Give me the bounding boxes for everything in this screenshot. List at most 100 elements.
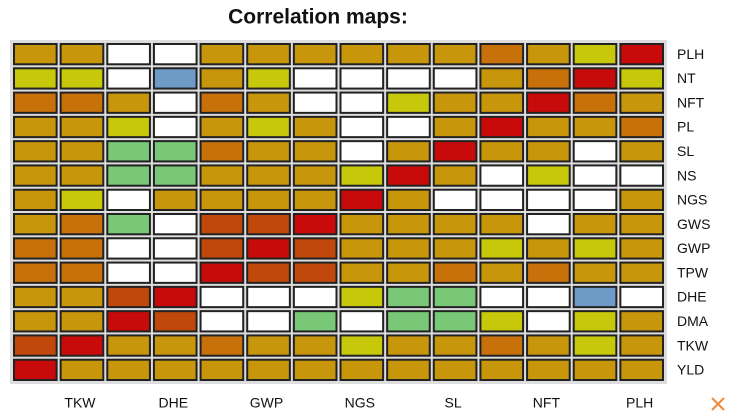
heatmap-cell	[572, 67, 618, 90]
heatmap-cell	[13, 285, 58, 309]
heatmap-cell	[106, 43, 151, 66]
heatmap-cell	[106, 91, 151, 114]
heatmap-cell	[106, 164, 151, 187]
heatmap-cell	[619, 285, 664, 309]
heatmap-cell	[386, 164, 431, 187]
heatmap-cell	[479, 237, 525, 260]
heatmap-cell	[386, 261, 431, 284]
heatmap-cell	[386, 140, 431, 163]
heatmap-cell	[199, 285, 245, 309]
heatmap-cell	[526, 213, 571, 236]
heatmap-cell	[572, 334, 618, 357]
heatmap-cell	[152, 310, 198, 333]
heatmap-cell	[339, 358, 385, 382]
heatmap-cell	[572, 188, 618, 211]
heatmap-cell	[59, 358, 105, 382]
x-tick-label: TKW	[64, 395, 96, 411]
y-tick-label: YLD	[677, 362, 704, 378]
heatmap-cell	[572, 285, 618, 309]
heatmap-cell	[479, 310, 525, 333]
heatmap-cell	[619, 334, 664, 357]
heatmap-cell	[339, 140, 385, 163]
heatmap-cell	[106, 334, 151, 357]
heatmap-cell	[619, 140, 664, 163]
heatmap-cell	[526, 91, 571, 114]
heatmap-cell	[432, 67, 478, 90]
close-icon[interactable]	[711, 397, 725, 411]
heatmap-cell	[526, 334, 571, 357]
heatmap-cell	[619, 237, 664, 260]
x-tick-label: GWP	[250, 395, 283, 411]
heatmap-cell	[199, 43, 245, 66]
heatmap-cell	[246, 188, 291, 211]
heatmap-cell	[432, 358, 478, 382]
heatmap-cell	[59, 43, 105, 66]
heatmap-cell	[619, 67, 664, 90]
heatmap-cell	[246, 334, 291, 357]
heatmap-cell	[479, 188, 525, 211]
heatmap-cell	[152, 358, 198, 382]
heatmap-cell	[339, 164, 385, 187]
heatmap-cell	[59, 310, 105, 333]
heatmap-cell	[432, 43, 478, 66]
heatmap-cell	[526, 67, 571, 90]
heatmap-cell	[526, 285, 571, 309]
heatmap-cell	[59, 213, 105, 236]
heatmap-cell	[619, 358, 664, 382]
heatmap-cell	[59, 164, 105, 187]
heatmap-cell	[432, 188, 478, 211]
heatmap-cell	[246, 91, 291, 114]
heatmap-cell	[479, 91, 525, 114]
heatmap-cell	[199, 310, 245, 333]
heatmap-cell	[199, 188, 245, 211]
heatmap-cell	[619, 164, 664, 187]
heatmap-cell	[152, 43, 198, 66]
heatmap-cell	[339, 334, 385, 357]
x-tick-label: SL	[445, 395, 462, 411]
heatmap-cell	[152, 91, 198, 114]
heatmap-cell	[13, 43, 58, 66]
heatmap-cell	[152, 188, 198, 211]
heatmap-cell	[339, 285, 385, 309]
heatmap-cell	[152, 213, 198, 236]
heatmap-cell	[292, 334, 338, 357]
heatmap-cell	[572, 310, 618, 333]
heatmap-cell	[152, 164, 198, 187]
heatmap-cell	[13, 334, 58, 357]
heatmap-cell	[106, 358, 151, 382]
heatmap-cell	[106, 213, 151, 236]
heatmap-cell	[246, 358, 291, 382]
heatmap-cell	[339, 261, 385, 284]
heatmap-cell	[479, 358, 525, 382]
heatmap-cell	[106, 310, 151, 333]
heatmap-cell	[526, 237, 571, 260]
heatmap-cell	[59, 285, 105, 309]
heatmap-cell	[339, 91, 385, 114]
heatmap-cell	[59, 140, 105, 163]
x-tick-label: DHE	[158, 395, 188, 411]
heatmap-cell	[59, 237, 105, 260]
heatmap-cell	[292, 67, 338, 90]
heatmap-cell	[432, 140, 478, 163]
heatmap-cell	[199, 91, 245, 114]
heatmap-cell	[386, 285, 431, 309]
heatmap-cell	[152, 237, 198, 260]
heatmap-cell	[199, 164, 245, 187]
heatmap-cell	[432, 310, 478, 333]
heatmap-cell	[526, 115, 571, 139]
heatmap-cell	[13, 140, 58, 163]
heatmap-cell	[386, 237, 431, 260]
heatmap-cell	[152, 261, 198, 284]
heatmap-cell	[106, 261, 151, 284]
heatmap-cell	[13, 237, 58, 260]
heatmap-cell	[246, 67, 291, 90]
heatmap-cell	[479, 334, 525, 357]
heatmap-cell	[572, 140, 618, 163]
heatmap-cell	[572, 261, 618, 284]
heatmap-cell	[292, 358, 338, 382]
heatmap-cell	[246, 164, 291, 187]
heatmap-cell	[386, 213, 431, 236]
heatmap-cell	[619, 43, 664, 66]
heatmap-cell	[292, 140, 338, 163]
